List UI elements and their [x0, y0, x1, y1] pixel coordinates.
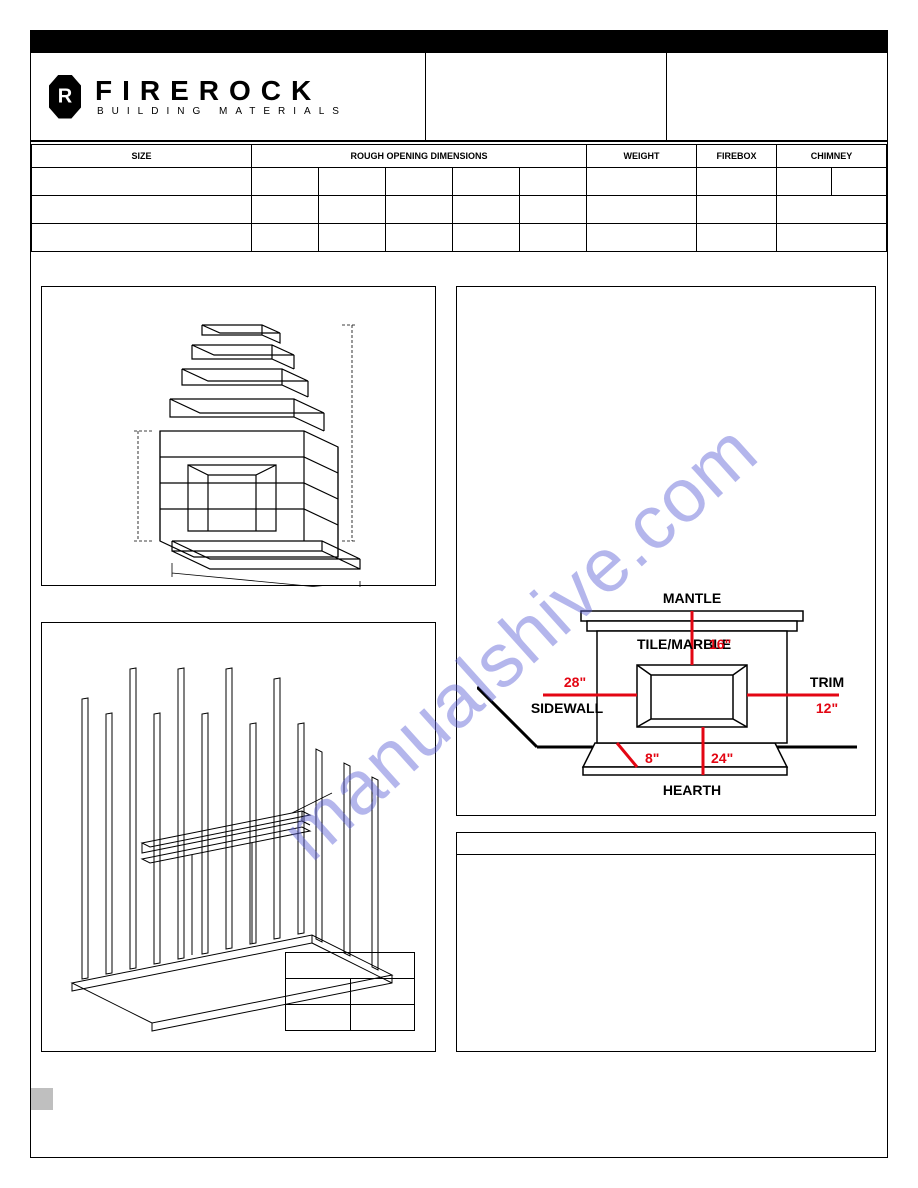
- content-area: MANTLE TILE/MARBLE 16" 28" SIDEWALL TRIM…: [31, 252, 887, 1110]
- th-chim: CHIMNEY: [777, 145, 887, 167]
- brand-name: FIREROCK: [95, 77, 347, 105]
- clearance-box: MANTLE TILE/MARBLE 16" 28" SIDEWALL TRIM…: [456, 286, 876, 816]
- lbl-trim: TRIM: [810, 674, 844, 690]
- th-wt: WEIGHT: [587, 145, 697, 167]
- logo-cell: FIREROCK BUILDING MATERIALS: [31, 53, 426, 140]
- mini-r3c1: [286, 1004, 351, 1030]
- page-number-box: [31, 1088, 53, 1110]
- brand-sub: BUILDING MATERIALS: [97, 107, 347, 117]
- lbl-sidewall: SIDEWALL: [531, 700, 604, 716]
- fireplace-isometric: [82, 307, 402, 587]
- dim-sidewall: 28": [564, 674, 586, 690]
- dim-tile: 16": [709, 636, 731, 652]
- mini-r3c2: [350, 1004, 415, 1030]
- clearance-diagram: MANTLE TILE/MARBLE 16" 28" SIDEWALL TRIM…: [477, 567, 857, 807]
- chimney-box: [456, 854, 876, 1052]
- framing-box: [41, 622, 436, 1052]
- mini-r2c2: [350, 978, 415, 1004]
- page-frame: FIREROCK BUILDING MATERIALS SIZE ROUGH O…: [30, 30, 888, 1158]
- lbl-hearth: HEARTH: [663, 782, 721, 798]
- firerock-logo-icon: [49, 75, 81, 119]
- mini-r1: [286, 952, 415, 978]
- th-fb: FIREBOX: [697, 145, 777, 167]
- dim-hfront: 24": [711, 750, 733, 766]
- dim-trim: 12": [816, 700, 838, 716]
- th-size: SIZE: [32, 145, 252, 167]
- framing-mini-table: [285, 952, 415, 1031]
- title-cell: [426, 53, 667, 140]
- header-row: FIREROCK BUILDING MATERIALS: [31, 53, 887, 141]
- lbl-mantle: MANTLE: [663, 590, 721, 606]
- code-cell: [667, 53, 887, 140]
- top-black-bar: [31, 31, 887, 53]
- dim-hside: 8": [645, 750, 659, 766]
- th-rough: ROUGH OPENING DIMENSIONS: [252, 145, 587, 167]
- dimensions-box: [41, 286, 436, 586]
- chimney-title-box: [456, 832, 876, 854]
- mini-r2c1: [286, 978, 351, 1004]
- spec-table: SIZE ROUGH OPENING DIMENSIONS WEIGHT FIR…: [31, 145, 887, 252]
- logo-text: FIREROCK BUILDING MATERIALS: [95, 77, 347, 117]
